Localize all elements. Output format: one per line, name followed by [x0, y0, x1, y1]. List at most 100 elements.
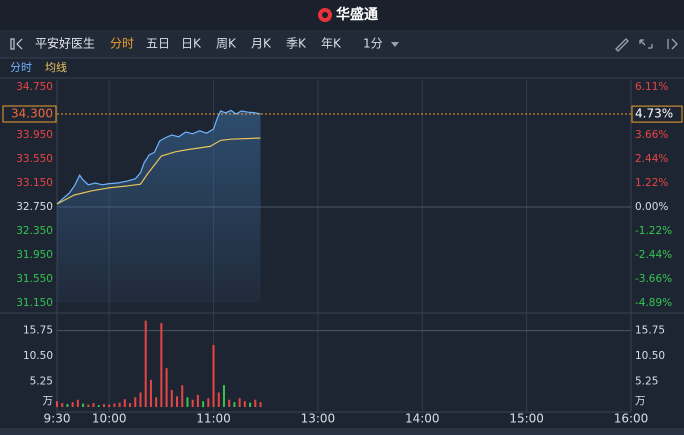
volume-bar [76, 399, 79, 407]
period-selector[interactable]: 1分 [363, 37, 383, 51]
toolbar [0, 30, 684, 58]
brand: 华盛通 [336, 6, 378, 23]
x-tick-label: 10:00 [92, 412, 127, 426]
volume-bar [165, 368, 168, 407]
volume-bar [61, 403, 64, 407]
y2-tick-label: -2.44% [635, 249, 672, 261]
period-tab[interactable]: 五日 [146, 37, 170, 51]
volume-bar [155, 397, 158, 407]
y-tick-label: 33.150 [16, 177, 53, 189]
x-tick-label: 13:00 [301, 412, 336, 426]
volume-bar [108, 404, 111, 407]
side-icon[interactable] [667, 38, 678, 50]
y-tick-label: 15.75 [23, 325, 53, 337]
stock-name: 平安好医生 [35, 36, 95, 51]
y-tick-label: 31.950 [16, 249, 53, 261]
y-tick-label: 10.50 [23, 350, 53, 362]
fullscreen-icon[interactable] [639, 39, 653, 49]
y-tick-label: 32.750 [16, 201, 53, 213]
volume-bar [238, 398, 241, 407]
y-tick-label: 32.350 [16, 225, 53, 237]
volume-bar [118, 402, 121, 407]
volume-bar [139, 392, 142, 407]
volume-bar [212, 344, 215, 407]
x-tick-label: 16:00 [614, 412, 649, 426]
back-icon[interactable] [10, 38, 23, 50]
last-price-label: 34.300 [11, 107, 53, 121]
last-pct-label: 4.73% [635, 107, 673, 121]
period-tab[interactable]: 季K [286, 37, 307, 51]
title-bar [0, 0, 684, 30]
x-tick-label: 11:00 [196, 412, 231, 426]
y-tick-label: 33.550 [16, 153, 53, 165]
bottom-strip [0, 428, 684, 435]
period-tab[interactable]: 月K [251, 37, 272, 51]
period-tab[interactable]: 日K [181, 37, 202, 51]
y-tick-label: 31.550 [16, 273, 53, 285]
volume-bar [176, 396, 179, 407]
volume-bar [186, 397, 189, 407]
last-price-box [2, 105, 57, 123]
y2-tick-label: 3.66% [635, 129, 668, 141]
volume-bar [92, 403, 95, 407]
volume-bar [249, 402, 252, 407]
legend-price: 分时 [10, 61, 32, 74]
y2-tick-label: 5.25 [635, 376, 658, 388]
volume-bar [113, 403, 116, 407]
x-tick-label: 15:00 [509, 412, 544, 426]
volume-bar [129, 403, 132, 407]
unit-label: 万 [635, 395, 646, 407]
y2-tick-label: 2.44% [635, 153, 668, 165]
volume-bar [233, 402, 236, 407]
y2-tick-label: 10.50 [635, 350, 665, 362]
volume-bar [102, 404, 105, 407]
y-tick-label: 34.750 [16, 81, 53, 93]
volume-bar [134, 397, 137, 407]
volume-bar [56, 401, 58, 407]
volume-bar [196, 394, 199, 407]
volume-bar [202, 401, 205, 407]
y2-tick-label: -1.22% [635, 225, 672, 237]
y-tick-label: 5.25 [30, 376, 53, 388]
volume-bar [181, 385, 184, 407]
volume-bar [191, 399, 194, 407]
price-line [56, 109, 261, 205]
volume-bar [243, 401, 246, 407]
volume-bar [66, 404, 69, 407]
volume-bar [170, 390, 173, 407]
x-tick-label: 9:30 [44, 412, 71, 426]
period-tab[interactable]: 分时 [110, 37, 134, 51]
y2-tick-label: -4.89% [635, 297, 672, 309]
volume-bar [97, 405, 100, 407]
volume-bar [144, 320, 147, 407]
volume-bar [217, 392, 220, 407]
y2-tick-label: 15.75 [635, 325, 665, 337]
period-tab[interactable]: 年K [321, 37, 342, 51]
y2-tick-label: 0.00% [635, 201, 668, 213]
volume-bar [71, 402, 74, 407]
average-line [56, 137, 261, 205]
period-tab[interactable]: 周K [216, 37, 237, 51]
y-tick-label: 31.150 [16, 297, 53, 309]
price-area [57, 110, 261, 304]
volume-bar [222, 385, 225, 407]
draw-icon[interactable] [615, 38, 629, 52]
y-tick-label: 33.950 [16, 129, 53, 141]
volume-bar [207, 398, 210, 407]
y2-tick-label: -3.66% [635, 273, 672, 285]
y2-tick-label: 6.11% [635, 81, 668, 93]
last-pct-box [631, 105, 683, 123]
volume-bar [160, 323, 163, 407]
volume-bar [228, 399, 231, 407]
volume-bar [87, 404, 90, 407]
volume-bar [123, 399, 126, 407]
dropdown-arrow[interactable] [391, 42, 399, 47]
volume-bar [259, 402, 262, 407]
volume-bar [149, 379, 152, 407]
unit-label: 万 [43, 395, 54, 407]
x-tick-label: 14:00 [405, 412, 440, 426]
volume-bar [254, 399, 257, 407]
legend-average: 均线 [45, 60, 67, 74]
brand-logo [318, 8, 332, 22]
